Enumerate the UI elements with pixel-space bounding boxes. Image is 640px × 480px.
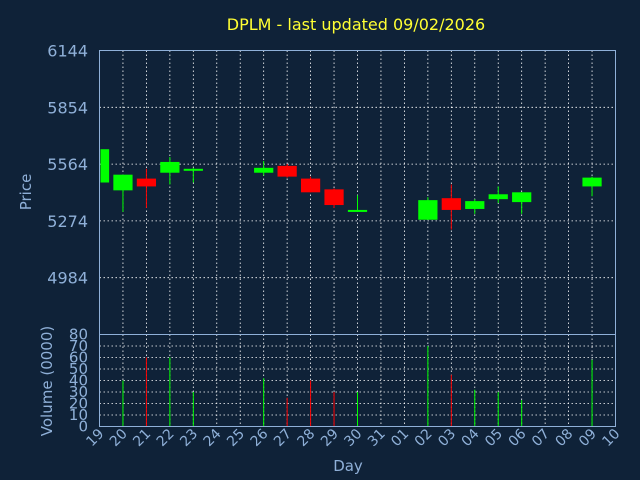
candle-body xyxy=(512,192,532,203)
x-tick-label: 01 xyxy=(388,426,412,450)
x-tick-label: 30 xyxy=(341,426,365,450)
x-tick-label: 25 xyxy=(224,426,248,450)
price-axis-label: Price xyxy=(17,174,35,211)
x-tick-label: 23 xyxy=(177,426,201,450)
x-tick-label: 29 xyxy=(318,426,342,450)
x-tick-label: 07 xyxy=(529,426,553,450)
volume-tick-label: 10 xyxy=(69,406,88,424)
x-tick-label: 20 xyxy=(107,426,131,450)
x-tick-label: 05 xyxy=(482,426,506,450)
volume-tick-label: 30 xyxy=(69,383,88,401)
x-tick-label: 06 xyxy=(506,426,530,450)
x-tick-label: 04 xyxy=(459,426,483,450)
price-axis-ticks: 4984 5274 5564 5854 6144 xyxy=(47,42,88,288)
volume-tick-label: 50 xyxy=(69,360,88,378)
volume-tick-label: 80 xyxy=(69,326,88,344)
candle-body xyxy=(441,198,461,210)
volume-axis-label: Volume (0000) xyxy=(38,326,56,436)
candle-body xyxy=(183,168,203,171)
chart-title: DPLM - last updated 09/02/2026 xyxy=(227,15,485,34)
price-tick-label: 5564 xyxy=(47,155,88,174)
x-tick-label: 31 xyxy=(365,426,389,450)
candle-body xyxy=(160,161,180,173)
candle-body xyxy=(418,200,438,220)
price-grid xyxy=(99,50,616,335)
x-tick-label: 10 xyxy=(599,426,623,450)
volume-tick-label: 40 xyxy=(69,372,88,390)
x-tick-label: 26 xyxy=(248,426,272,450)
volume-tick-label: 70 xyxy=(69,337,88,355)
candle-body xyxy=(465,201,485,209)
price-tick-label: 5854 xyxy=(47,98,88,117)
x-axis-ticks: 19 20 21 22 23 24 25 26 27 28 29 30 31 01 02 03 04 05 06 07… xyxy=(83,426,623,450)
x-tick-label: 27 xyxy=(271,426,295,450)
candle-body xyxy=(324,189,344,206)
candle-body xyxy=(100,149,110,183)
candle-body xyxy=(113,174,133,191)
candle-body xyxy=(277,165,297,177)
volume-tick-label: 60 xyxy=(69,349,88,367)
volume-plot-area xyxy=(99,334,616,427)
candle-body xyxy=(488,194,508,200)
price-tick-label: 4984 xyxy=(47,269,88,288)
x-tick-label: 21 xyxy=(130,426,154,450)
candles xyxy=(99,149,602,230)
x-tick-label: 24 xyxy=(201,426,225,450)
volume-tick-label: 0 xyxy=(78,418,88,436)
x-tick-label: 09 xyxy=(576,426,600,450)
x-tick-label: 08 xyxy=(552,426,576,450)
x-tick-label: 03 xyxy=(435,426,459,450)
volume-tick-label: 20 xyxy=(69,395,88,413)
x-tick-label: 22 xyxy=(154,426,178,450)
candle-body xyxy=(347,209,368,212)
volume-bars xyxy=(122,346,593,427)
x-axis-label: Day xyxy=(333,457,363,475)
candle-body xyxy=(136,178,157,187)
x-tick-label: 02 xyxy=(412,426,436,450)
price-tick-label: 5274 xyxy=(47,212,88,231)
candle-body xyxy=(582,177,602,187)
candle-body xyxy=(300,178,321,193)
candle-body xyxy=(254,167,274,173)
x-tick-label: 28 xyxy=(294,426,318,450)
price-tick-label: 6144 xyxy=(47,42,88,61)
